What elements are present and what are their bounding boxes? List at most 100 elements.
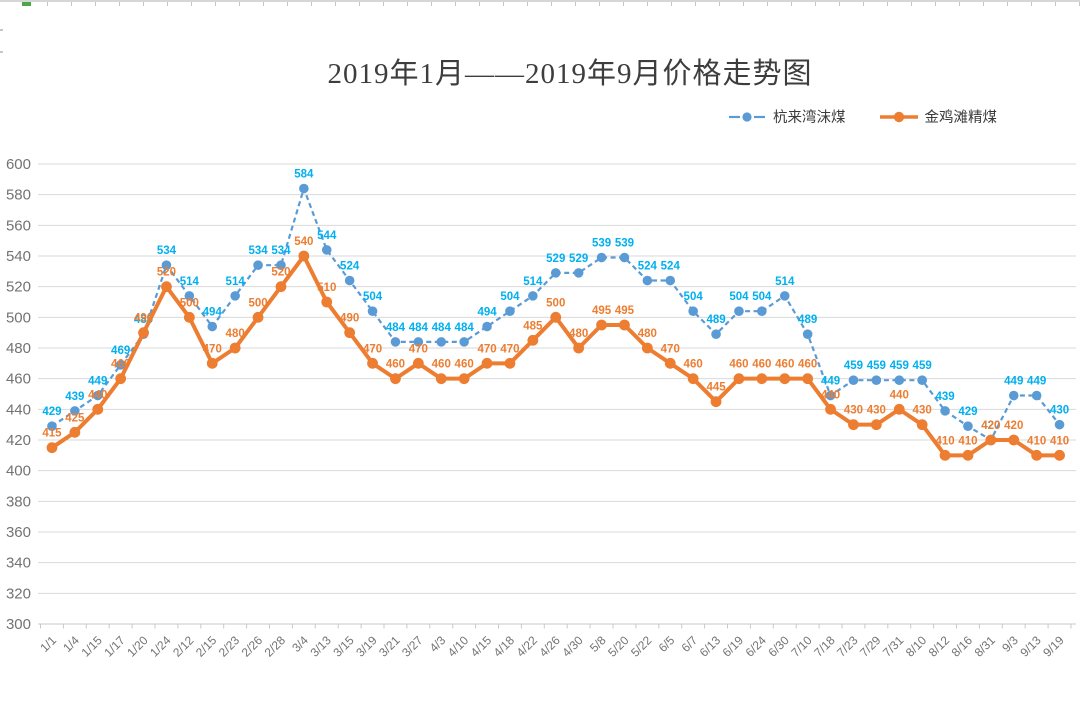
data-label: 504 [500,291,520,303]
chart-title: 2019年1月——2019年9月价格走势图 [327,58,813,90]
legend-item-hanglaiwan[interactable]: 杭来湾沫煤 [728,106,846,127]
y-axis-label: 600 [6,156,31,173]
data-label: 459 [913,360,932,372]
data-label: 485 [523,320,543,332]
data-point-marker [664,357,676,369]
x-axis-label: 7/23 [834,633,861,660]
data-label: 534 [271,245,291,257]
x-axis-label: 1/24 [147,633,174,660]
x-axis-label: 4/22 [514,633,541,660]
data-label: 490 [134,313,153,325]
data-point-marker [69,426,81,438]
column-selection-tick [22,2,31,6]
x-axis-label: 6/13 [697,633,724,660]
data-label: 459 [844,360,863,372]
data-point-marker [711,329,721,340]
x-axis-label: 3/4 [289,633,311,655]
data-label: 514 [226,276,246,288]
y-axis-label: 460 [6,371,31,388]
data-point-marker [138,327,149,339]
data-point-marker [276,260,286,271]
x-axis-label: 1/20 [124,633,151,660]
data-point-marker [757,306,767,317]
data-label: 514 [523,276,543,288]
x-axis-label: 4/30 [559,633,586,660]
y-axis-label: 540 [6,248,31,265]
data-label: 460 [684,359,703,371]
data-label: 470 [203,343,222,355]
data-label: 539 [592,238,611,250]
data-point-marker [596,319,607,331]
data-point-marker [825,390,836,401]
data-label: 410 [1027,435,1046,447]
data-label: 439 [935,391,954,403]
data-point-marker [412,357,424,369]
data-label: 449 [1004,376,1023,388]
y-axis-label: 320 [6,585,31,602]
x-axis-label: 2/26 [239,633,266,660]
data-point-marker [596,252,607,263]
data-point-marker [481,357,493,369]
data-label: 524 [661,261,681,273]
data-label: 489 [706,314,725,326]
data-label: 469 [111,345,130,357]
data-point-marker [275,281,287,293]
data-label: 460 [775,359,794,371]
data-point-marker [550,311,562,323]
solid-line-marker-icon [879,111,918,122]
data-label: 415 [42,428,62,440]
data-point-marker [230,291,240,301]
data-label: 510 [317,282,336,294]
data-point-marker [92,390,103,401]
data-point-marker [619,252,630,263]
data-label: 449 [88,376,107,388]
x-axis-label: 2/28 [262,633,289,660]
x-axis-label: 8/12 [926,633,953,660]
data-label: 500 [180,297,199,309]
data-label: 440 [821,389,840,401]
data-label: 529 [546,253,565,265]
data-label: 449 [821,376,840,388]
data-point-marker [825,403,836,415]
data-point-marker [458,373,470,385]
data-label: 534 [248,245,268,257]
data-label: 420 [1004,420,1023,432]
data-label: 504 [729,291,749,303]
x-axis-label: 6/19 [720,633,747,660]
data-point-marker [848,419,859,431]
data-point-marker [115,360,126,370]
data-label: 539 [615,238,634,250]
x-axis-label: 5/8 [587,633,609,655]
data-point-marker [1008,434,1020,446]
data-point-marker [367,357,378,369]
legend-item-jinjitan[interactable]: 金鸡滩精煤 [879,106,997,127]
x-axis-label: 5/20 [605,633,632,660]
x-axis-label: 6/24 [743,633,770,660]
y-axis-label: 440 [6,401,31,418]
x-axis-label: 3/19 [353,633,380,660]
series-line-hanglaiwan [51,187,1061,442]
data-point-marker [642,275,653,286]
top-ruler [0,0,1080,9]
data-point-marker [665,275,676,286]
data-point-marker [70,406,80,416]
y-axis-label: 360 [6,524,31,541]
x-axis-label: 2/12 [170,633,197,660]
data-label: 484 [455,322,475,334]
x-axis-label: 8/16 [949,633,976,660]
series-line-jinjitan [50,254,1060,458]
data-point-marker [505,306,515,317]
data-label: 514 [180,276,200,288]
data-label: 410 [1050,435,1069,447]
data-label: 520 [157,267,176,279]
x-axis-label: 2/23 [216,633,243,660]
data-label: 445 [706,382,726,394]
data-point-marker [985,434,997,446]
x-axis-label: 4/26 [536,633,563,660]
data-point-marker [894,375,905,386]
data-point-marker [939,449,951,461]
data-point-marker [321,245,332,255]
x-axis-label: 2/15 [193,633,220,660]
data-point-marker [802,373,814,385]
y-axis-label: 480 [6,340,31,357]
